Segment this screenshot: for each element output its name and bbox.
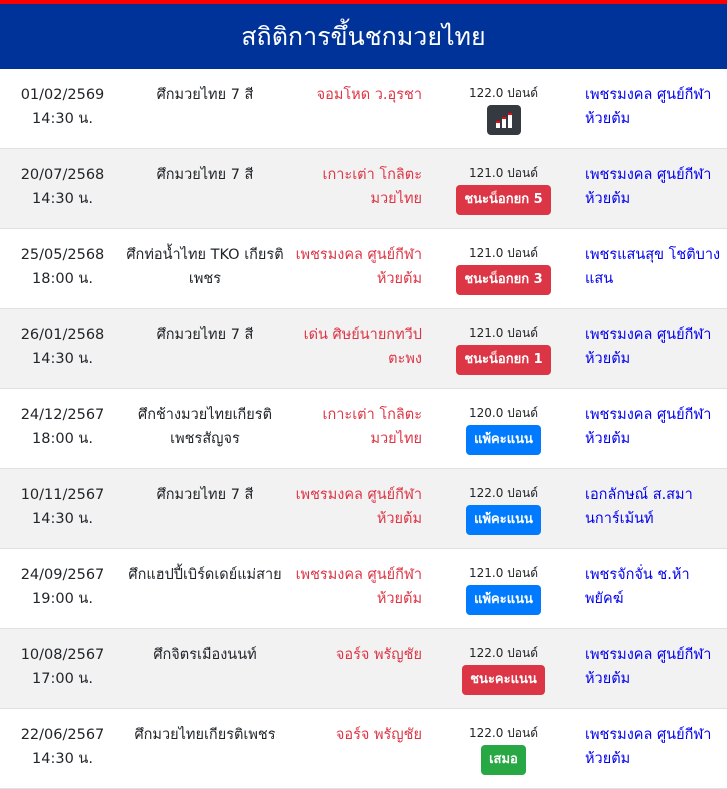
event-name: ศึกมวยไทยเกียรติเพชร: [134, 727, 276, 743]
blue-corner-fighter[interactable]: เพชรมงคล ศูนย์กีฬาห้วยต้ม: [585, 327, 712, 367]
result-badge: เสมอ: [481, 745, 526, 775]
event-name: ศึกมวยไทย 7 สี: [156, 167, 254, 183]
fight-datetime: 24/12/2567 18:00 น.: [0, 403, 125, 468]
fight-row: 24/09/2567 19:00 น. ศึกแฮปปี้เบิร์ดเดย์แม…: [0, 549, 727, 629]
event-name: ศึกมวยไทย 7 สี: [156, 327, 254, 343]
result-badge: ชนะน็อกยก 1: [456, 345, 551, 375]
page-header: สถิติการขึ้นชกมวยไทย: [0, 0, 727, 69]
fight-datetime: 24/09/2567 19:00 น.: [0, 563, 125, 628]
fight-row: 20/07/2568 14:30 น. ศึกมวยไทย 7 สี เกาะเต…: [0, 149, 727, 229]
fight-result: 121.0 ปอนด์ชนะน็อกยก 1: [422, 323, 585, 388]
fight-date: 24/12/2567: [20, 407, 105, 423]
blue-corner-fighter[interactable]: เพชรแสนสุข โชติบางแสน: [585, 247, 721, 287]
fight-date: 26/01/2568: [20, 327, 105, 343]
fight-result: 121.0 ปอนด์ชนะน็อกยก 3: [422, 243, 585, 308]
red-corner-fighter[interactable]: เพชรมงคล ศูนย์กีฬาห้วยต้ม: [295, 567, 422, 607]
red-corner-fighter[interactable]: เด่น ศิษย์นายกทวีปตะพง: [303, 327, 422, 367]
fight-datetime: 01/02/2569 14:30 น.: [0, 83, 125, 148]
fight-row: 01/02/2569 14:30 น. ศึกมวยไทย 7 สี จอมโหด…: [0, 69, 727, 149]
fight-row: 24/12/2567 18:00 น. ศึกช้างมวยไทยเกียรติเ…: [0, 389, 727, 469]
fight-time: 14:30 น.: [32, 351, 93, 367]
fight-time: 14:30 น.: [32, 111, 93, 127]
fight-time: 14:30 น.: [32, 511, 93, 527]
weight: 122.0 ปอนด์: [469, 86, 538, 100]
weight: 121.0 ปอนด์: [469, 326, 538, 340]
fight-time: 14:30 น.: [32, 191, 93, 207]
fight-date: 01/02/2569: [20, 87, 105, 103]
blue-corner-fighter[interactable]: เอกลักษณ์ ส.สมานการ์เม้นท์: [585, 487, 693, 527]
event-name: ศึกช้างมวยไทยเกียรติเพชรสัญจร: [137, 407, 273, 447]
red-corner-fighter[interactable]: จอร์จ พรัญชัย: [335, 647, 422, 663]
fight-datetime: 10/11/2567 14:30 น.: [0, 483, 125, 548]
event-name: ศึกมวยไทย 7 สี: [156, 487, 254, 503]
event-name: ศึกแฮปปี้เบิร์ดเดย์แม่สาย: [128, 567, 282, 583]
fight-time: 18:00 น.: [32, 271, 93, 287]
fight-datetime: 22/06/2567 14:30 น.: [0, 723, 125, 788]
fight-row: 26/01/2568 14:30 น. ศึกมวยไทย 7 สี เด่น ศ…: [0, 309, 727, 389]
fight-row: 22/06/2567 14:30 น. ศึกมวยไทยเกียรติเพชร …: [0, 709, 727, 789]
fight-date: 10/11/2567: [20, 487, 105, 503]
fight-date: 25/05/2568: [20, 247, 105, 263]
fight-time: 14:30 น.: [32, 751, 93, 767]
fight-result: 120.0 ปอนด์แพ้คะแนน: [422, 403, 585, 468]
blue-corner-fighter[interactable]: เพชรจักจั่น ช.ห้าพยัคฆ์: [585, 567, 690, 607]
result-badge: แพ้คะแนน: [466, 585, 541, 615]
result-badge: แพ้คะแนน: [466, 425, 541, 455]
blue-corner-fighter[interactable]: เพชรมงคล ศูนย์กีฬาห้วยต้ม: [585, 167, 712, 207]
fight-result: 121.0 ปอนด์แพ้คะแนน: [422, 563, 585, 628]
fight-result: 121.0 ปอนด์ชนะน็อกยก 5: [422, 163, 585, 228]
blue-corner-fighter[interactable]: เพชรมงคล ศูนย์กีฬาห้วยต้ม: [585, 407, 712, 447]
blue-corner-fighter[interactable]: เพชรมงคล ศูนย์กีฬาห้วยต้ม: [585, 647, 712, 687]
blue-corner-fighter[interactable]: เพชรมงคล ศูนย์กีฬาห้วยต้ม: [585, 87, 712, 127]
weight: 121.0 ปอนด์: [469, 566, 538, 580]
fight-datetime: 25/05/2568 18:00 น.: [0, 243, 125, 308]
event-name: ศึกท่อน้ำไทย TKO เกียรติเพชร: [126, 247, 284, 287]
weight: 122.0 ปอนด์: [469, 726, 538, 740]
fight-date: 24/09/2567: [20, 567, 105, 583]
fight-row: 25/05/2568 18:00 น. ศึกท่อน้ำไทย TKO เกีย…: [0, 229, 727, 309]
fight-list: 01/02/2569 14:30 น. ศึกมวยไทย 7 สี จอมโหด…: [0, 69, 727, 789]
fight-date: 10/08/2567: [20, 647, 105, 663]
bar-chart-icon[interactable]: [486, 105, 521, 135]
page-title: สถิติการขึ้นชกมวยไทย: [241, 21, 486, 51]
fight-result: 122.0 ปอนด์แพ้คะแนน: [422, 483, 585, 548]
fight-datetime: 26/01/2568 14:30 น.: [0, 323, 125, 388]
red-corner-fighter[interactable]: เกาะเต่า โกลิตะมวยไทย: [322, 167, 422, 207]
weight: 122.0 ปอนด์: [469, 646, 538, 660]
red-corner-fighter[interactable]: เพชรมงคล ศูนย์กีฬาห้วยต้ม: [295, 247, 422, 287]
weight: 122.0 ปอนด์: [469, 486, 538, 500]
result-badge: แพ้คะแนน: [466, 505, 541, 535]
red-corner-fighter[interactable]: จอร์จ พรัญชัย: [335, 727, 422, 743]
fight-time: 19:00 น.: [32, 591, 93, 607]
weight: 120.0 ปอนด์: [469, 406, 538, 420]
fight-result: 122.0 ปอนด์ชนะคะแนน: [422, 643, 585, 708]
fight-date: 22/06/2567: [20, 727, 105, 743]
fight-result: 122.0 ปอนด์: [422, 83, 585, 148]
weight: 121.0 ปอนด์: [469, 166, 538, 180]
blue-corner-fighter[interactable]: เพชรมงคล ศูนย์กีฬาห้วยต้ม: [585, 727, 712, 767]
fight-datetime: 20/07/2568 14:30 น.: [0, 163, 125, 228]
weight: 121.0 ปอนด์: [469, 246, 538, 260]
fight-datetime: 10/08/2567 17:00 น.: [0, 643, 125, 708]
red-corner-fighter[interactable]: จอมโหด ว.อุรชา: [316, 87, 422, 103]
red-corner-fighter[interactable]: เกาะเต่า โกลิตะมวยไทย: [322, 407, 422, 447]
result-badge: ชนะน็อกยก 3: [456, 265, 551, 295]
fight-result: 122.0 ปอนด์เสมอ: [422, 723, 585, 788]
fight-time: 18:00 น.: [32, 431, 93, 447]
red-corner-fighter[interactable]: เพชรมงคล ศูนย์กีฬาห้วยต้ม: [295, 487, 422, 527]
result-badge: ชนะน็อกยก 5: [456, 185, 551, 215]
fight-row: 10/08/2567 17:00 น. ศึกจิตรเมืองนนท์ จอร์…: [0, 629, 727, 709]
result-badge: ชนะคะแนน: [462, 665, 545, 695]
fight-date: 20/07/2568: [20, 167, 105, 183]
fight-time: 17:00 น.: [32, 671, 93, 687]
fight-row: 10/11/2567 14:30 น. ศึกมวยไทย 7 สี เพชรมง…: [0, 469, 727, 549]
event-name: ศึกจิตรเมืองนนท์: [153, 647, 257, 663]
event-name: ศึกมวยไทย 7 สี: [156, 87, 254, 103]
